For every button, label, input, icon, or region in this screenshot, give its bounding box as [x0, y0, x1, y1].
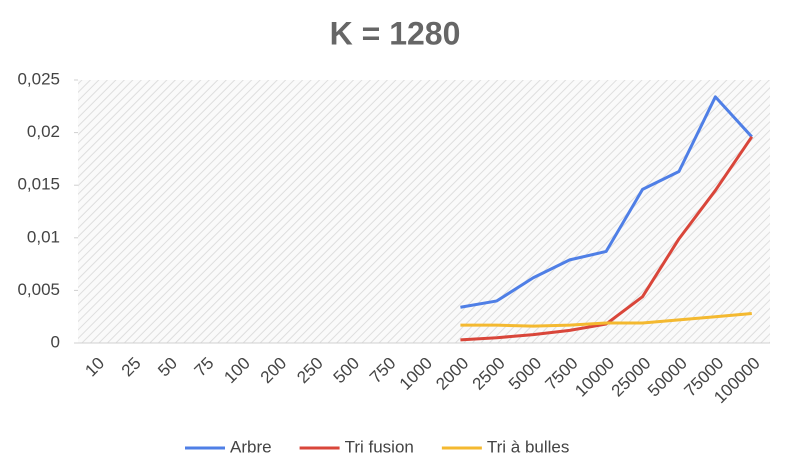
x-tick-label: 1000 — [396, 354, 436, 394]
x-tick-label: 50 — [154, 354, 181, 381]
x-tick-label: 500 — [330, 354, 363, 387]
x-tick-label: 2500 — [469, 354, 509, 394]
x-tick-label: 75 — [191, 354, 218, 381]
legend-label: Tri fusion — [345, 437, 414, 456]
y-tick-label: 0,025 — [17, 69, 60, 88]
legend-label: Tri à bulles — [487, 437, 570, 456]
plot-area — [78, 80, 770, 343]
x-tick-label: 250 — [293, 354, 326, 387]
x-tick-label: 750 — [366, 354, 399, 387]
x-tick-label: 100 — [220, 354, 253, 387]
y-tick-label: 0,005 — [17, 280, 60, 299]
y-tick-label: 0,01 — [27, 227, 60, 246]
x-tick-label: 200 — [257, 354, 290, 387]
legend-label: Arbre — [230, 437, 272, 456]
series-line — [460, 95, 753, 309]
chart-title: K = 1280 — [330, 15, 461, 51]
x-tick-label: 5000 — [505, 354, 545, 394]
x-tick-label: 10000 — [571, 354, 618, 401]
y-tick-label: 0,02 — [27, 122, 60, 141]
series-line — [460, 312, 752, 328]
x-tick-label: 25000 — [608, 354, 655, 401]
y-tick-label: 0,015 — [17, 175, 60, 194]
y-tick-label: 0 — [51, 332, 60, 351]
x-tick-label: 2000 — [432, 354, 472, 394]
x-tick-label: 10 — [81, 354, 108, 381]
x-tick-label: 25 — [118, 354, 145, 381]
x-tick-label: 50000 — [644, 354, 691, 401]
